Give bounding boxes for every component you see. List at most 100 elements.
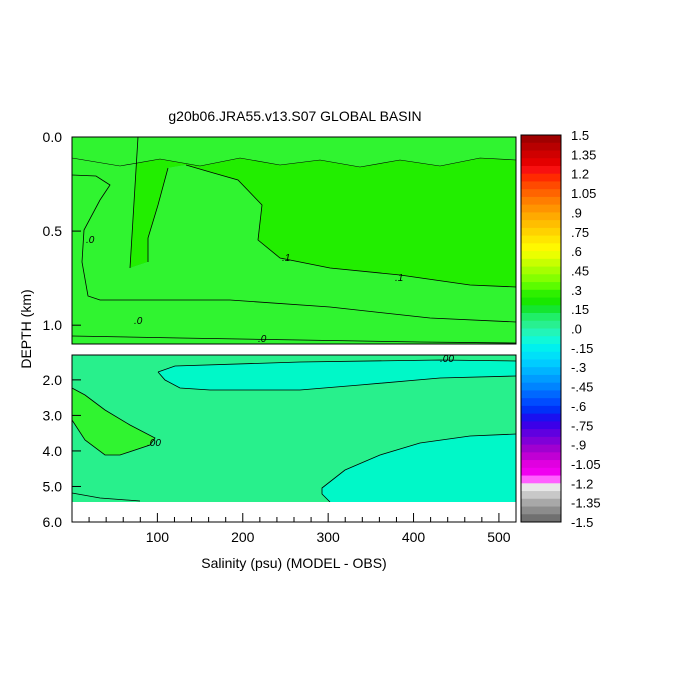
colorbar-swatch	[521, 220, 561, 229]
contour-line-0-lower	[71, 335, 517, 344]
colorbar-swatch	[521, 196, 561, 206]
colorbar-swatch	[521, 483, 561, 492]
contour-line-surface	[71, 157, 517, 168]
colorbar-swatch	[521, 274, 561, 283]
colorbar-swatch	[521, 452, 561, 461]
y-tick-label: 2.0	[43, 372, 63, 388]
colorbar-swatch	[521, 390, 561, 399]
colorbar-swatch	[521, 204, 561, 213]
colorbar-swatch	[521, 367, 561, 376]
colorbar-swatch	[521, 142, 561, 151]
colorbar-label: 1.35	[571, 147, 596, 162]
colorbar-label: -.75	[571, 418, 593, 433]
y-tick-label: 3.0	[43, 407, 63, 423]
colorbar-label: .9	[571, 205, 582, 220]
colorbar-label: -1.35	[571, 496, 601, 511]
colorbar-swatch	[521, 421, 561, 430]
colorbar-swatch	[521, 150, 561, 159]
colorbar-swatch	[521, 475, 561, 484]
colorbar-label: -.45	[571, 380, 593, 395]
colorbar-swatch	[521, 313, 561, 322]
colorbar-swatch	[521, 382, 561, 391]
colorbar-swatch	[521, 165, 561, 175]
upper-region-bright-green	[130, 137, 516, 287]
colorbar-swatch	[521, 173, 561, 182]
colorbar-swatch	[521, 305, 561, 314]
colorbar-swatch	[521, 258, 561, 267]
contour-label: .0	[134, 316, 143, 327]
colorbar-swatch	[521, 135, 561, 144]
x-tick-label: 400	[402, 529, 426, 545]
upper-panel: .0 .0 .0 .1 .1	[71, 136, 517, 345]
colorbar-swatch	[521, 336, 561, 345]
x-tick-label: 100	[146, 529, 170, 545]
colorbar-swatch	[521, 413, 561, 422]
colorbar-swatch	[521, 506, 561, 515]
y-tick-label: 1.0	[43, 317, 63, 333]
contour-label: .0	[86, 235, 95, 246]
colorbar-swatch	[521, 235, 561, 244]
colorbar-swatch	[521, 498, 561, 507]
colorbar-label: 1.5	[571, 128, 589, 143]
contour-label: .00	[147, 438, 161, 449]
lower-region-green-left	[72, 388, 155, 455]
colorbar-swatch	[521, 444, 561, 453]
colorbar-label: .0	[571, 322, 582, 337]
colorbar-swatch	[521, 429, 561, 438]
x-axis-title: Salinity (psu) (MODEL - OBS)	[201, 555, 386, 571]
contour-label: .1	[395, 273, 403, 284]
y-tick-labels: 0.0 0.5 1.0 2.0 3.0 4.0 5.0 6.0	[43, 129, 63, 530]
colorbar-swatch	[521, 491, 561, 500]
contour-label: .0	[258, 334, 267, 345]
lower-region-aqua-top	[158, 360, 516, 390]
colorbar-swatch	[521, 351, 561, 360]
colorbar-label: -1.5	[571, 515, 593, 530]
lower-region-aqua-bottom	[322, 434, 516, 502]
contour-line-0-1	[129, 136, 517, 288]
colorbar-swatch	[521, 181, 561, 190]
colorbar-swatch	[521, 243, 561, 252]
colorbar-swatch	[521, 158, 561, 167]
contour-line-00-top	[157, 359, 517, 391]
colorbar-swatch	[521, 227, 561, 237]
contour-line-00-bottom	[321, 433, 517, 503]
colorbar-label: .3	[571, 283, 582, 298]
colorbar-label: -1.05	[571, 457, 601, 472]
colorbar-swatch	[521, 266, 561, 275]
y-tick-label: 0.5	[43, 223, 63, 239]
colorbar-swatch	[521, 359, 561, 368]
contour-line-00-floor	[71, 492, 141, 502]
colorbar-label: -1.2	[571, 476, 593, 491]
x-tick-labels: 100 200 300 400 500	[146, 529, 511, 545]
colorbar-swatch	[521, 343, 561, 353]
contour-line-00-left	[71, 387, 156, 456]
axis-ticks	[72, 136, 500, 523]
colorbar-swatch	[521, 460, 561, 469]
colorbar-label: .15	[571, 302, 589, 317]
colorbar-swatch	[521, 436, 561, 445]
colorbar-swatch	[521, 320, 561, 329]
colorbar-swatch	[521, 251, 561, 260]
colorbar-label: -.9	[571, 438, 586, 453]
y-axis-title: DEPTH (km)	[18, 289, 34, 368]
colorbar	[520, 134, 562, 523]
colorbar-label: -.15	[571, 341, 593, 356]
colorbar-label: .45	[571, 263, 589, 278]
colorbar-labels: 1.5 1.35 1.2 1.05 .9 .75 .6 .45 .3 .15 .0 -.15 -.3 -.…	[571, 128, 601, 530]
colorbar-swatch	[521, 328, 561, 337]
x-tick-label: 200	[231, 529, 255, 545]
colorbar-swatch	[521, 398, 561, 407]
colorbar-swatch	[521, 374, 561, 384]
y-tick-label: 0.0	[43, 129, 63, 145]
no-data-region	[72, 502, 516, 522]
upper-panel-frame	[71, 136, 517, 345]
upper-region-deep	[72, 175, 516, 344]
y-tick-label: 4.0	[43, 443, 63, 459]
colorbar-swatch	[521, 289, 561, 298]
colorbar-label: .6	[571, 244, 582, 259]
colorbar-swatch	[521, 212, 561, 221]
x-tick-label: 500	[487, 529, 511, 545]
colorbar-swatch	[521, 297, 561, 306]
colorbar-swatch	[521, 467, 561, 476]
